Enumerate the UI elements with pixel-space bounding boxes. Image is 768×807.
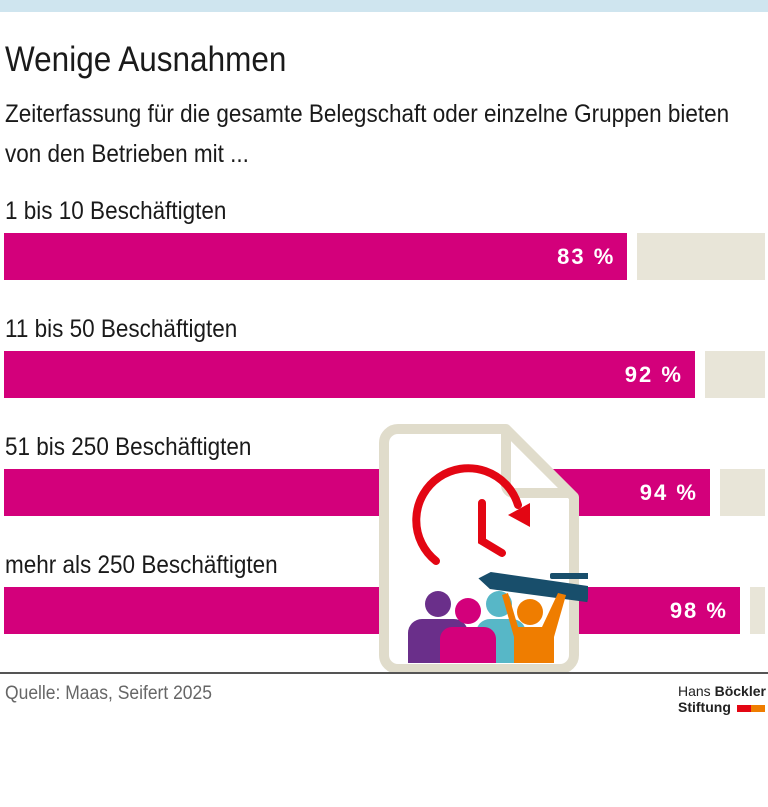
- value-label: 83 %: [557, 244, 616, 269]
- category-label: 1 bis 10 Beschäftigten: [5, 197, 227, 225]
- bar: [4, 469, 710, 516]
- category-label: 11 bis 50 Beschäftigten: [5, 315, 238, 343]
- top-band: [0, 0, 768, 12]
- category-label: mehr als 250 Beschäftigten: [5, 551, 278, 579]
- bar: [4, 351, 695, 398]
- category-label: 51 bis 250 Beschäftigten: [5, 433, 252, 461]
- baseline-rule: [0, 672, 768, 674]
- chart-title: Wenige Ausnahmen: [5, 40, 287, 79]
- hans-boeckler-stiftung-logo: Hans Böckler Stiftung: [678, 683, 766, 715]
- value-label: 98 %: [669, 598, 728, 623]
- bar: [4, 233, 628, 280]
- value-label: 92 %: [624, 362, 683, 387]
- document-clock-people-illustration: [379, 424, 588, 674]
- bar-gap: [627, 233, 638, 280]
- bar-gap: [709, 469, 720, 516]
- bar-gap: [694, 351, 705, 398]
- source-note: Quelle: Maas, Seifert 2025: [5, 683, 212, 704]
- bar-gap: [739, 587, 750, 634]
- bar: [4, 587, 740, 634]
- chart-subtitle: Zeiterfassung für die gesamte Belegschaf…: [5, 100, 730, 168]
- value-label: 94 %: [639, 480, 698, 505]
